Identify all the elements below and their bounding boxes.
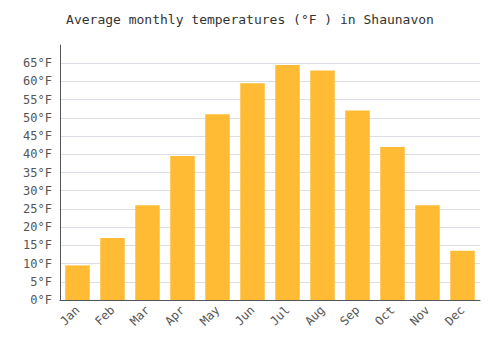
svg-text:Jul: Jul (267, 303, 292, 328)
svg-text:Apr: Apr (162, 303, 187, 328)
svg-text:Average monthly temperatures (: Average monthly temperatures (°F ) in Sh… (66, 12, 434, 27)
svg-text:55°F: 55°F (23, 93, 52, 107)
svg-text:Jan: Jan (57, 303, 82, 328)
svg-text:65°F: 65°F (23, 56, 52, 70)
svg-text:Aug: Aug (302, 303, 327, 328)
svg-text:Oct: Oct (372, 303, 397, 328)
svg-text:0°F: 0°F (30, 293, 52, 307)
svg-text:45°F: 45°F (23, 129, 52, 143)
svg-text:30°F: 30°F (23, 184, 52, 198)
svg-text:May: May (197, 303, 222, 328)
svg-text:Nov: Nov (407, 303, 432, 328)
svg-text:25°F: 25°F (23, 202, 52, 216)
svg-text:10°F: 10°F (23, 257, 52, 271)
svg-text:5°F: 5°F (30, 275, 52, 289)
svg-text:40°F: 40°F (23, 147, 52, 161)
svg-text:Dec: Dec (442, 303, 467, 328)
svg-text:Jun: Jun (232, 303, 257, 328)
svg-text:35°F: 35°F (23, 166, 52, 180)
svg-text:Sep: Sep (337, 303, 362, 328)
svg-text:60°F: 60°F (23, 74, 52, 88)
svg-text:20°F: 20°F (23, 220, 52, 234)
svg-text:50°F: 50°F (23, 111, 52, 125)
svg-text:Mar: Mar (127, 303, 152, 328)
svg-text:15°F: 15°F (23, 238, 52, 252)
svg-text:Feb: Feb (92, 303, 117, 328)
